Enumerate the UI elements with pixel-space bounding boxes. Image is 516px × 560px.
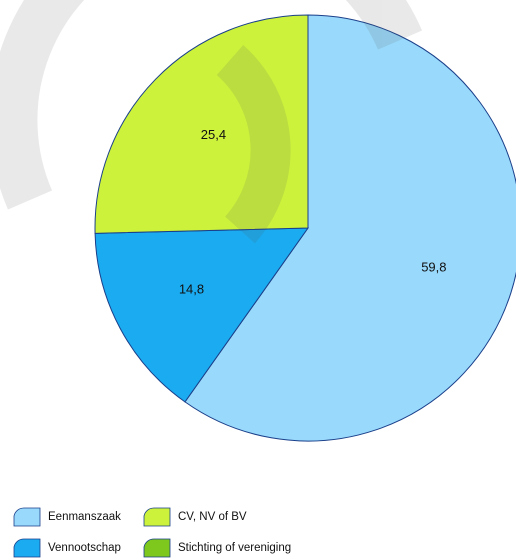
watermark [0, 0, 423, 244]
legend-swatch [143, 538, 171, 558]
legend-label: Vennootschap [48, 542, 121, 554]
legend-swatch [13, 538, 41, 558]
legend-label: Eenmanszaak [48, 511, 121, 523]
labels: 59,8 14,8 25,4 [179, 127, 447, 296]
pie-slice [94, 227, 309, 403]
watermark-arc [0, 0, 423, 210]
data-label: 59,8 [421, 259, 446, 274]
pie-slice [94, 14, 309, 234]
legend-label: Stichting of vereniging [178, 542, 291, 554]
legend-swatch [143, 507, 171, 527]
watermark-arc [216, 45, 291, 244]
data-label: 25,4 [201, 127, 226, 142]
pie [94, 14, 516, 442]
legend-label: CV, NV of BV [178, 511, 247, 523]
data-label: 14,8 [179, 282, 204, 297]
legend: Eenmanszaak Vennootschap CV, NV of BV Stich… [13, 507, 291, 558]
pie-slice [184, 14, 516, 442]
legend-swatch [13, 507, 41, 527]
